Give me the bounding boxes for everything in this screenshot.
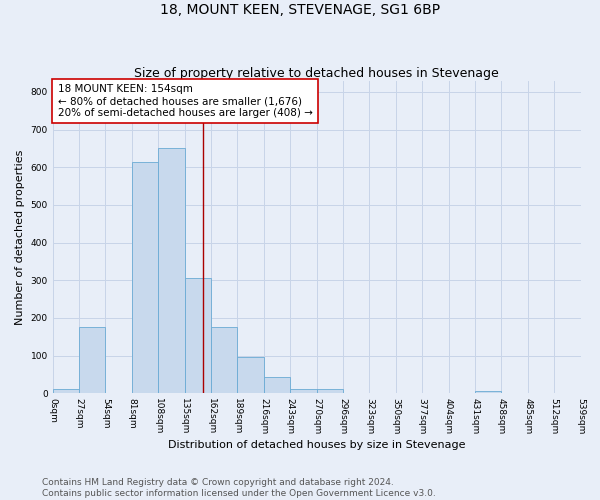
Bar [290,388,317,393]
Bar [264,377,290,393]
X-axis label: Distribution of detached houses by size in Stevenage: Distribution of detached houses by size … [168,440,466,450]
Bar [53,390,79,393]
Bar [132,162,158,393]
Text: Contains HM Land Registry data © Crown copyright and database right 2024.
Contai: Contains HM Land Registry data © Crown c… [42,478,436,498]
Bar [317,390,343,393]
Text: 18, MOUNT KEEN, STEVENAGE, SG1 6BP: 18, MOUNT KEEN, STEVENAGE, SG1 6BP [160,2,440,16]
Bar [238,358,264,393]
Bar [185,278,211,393]
Bar [79,328,106,393]
Text: 18 MOUNT KEEN: 154sqm
← 80% of detached houses are smaller (1,676)
20% of semi-d: 18 MOUNT KEEN: 154sqm ← 80% of detached … [58,84,313,117]
Bar [475,392,502,393]
Y-axis label: Number of detached properties: Number of detached properties [15,150,25,324]
Title: Size of property relative to detached houses in Stevenage: Size of property relative to detached ho… [134,66,499,80]
Bar [158,148,185,393]
Bar [211,328,238,393]
